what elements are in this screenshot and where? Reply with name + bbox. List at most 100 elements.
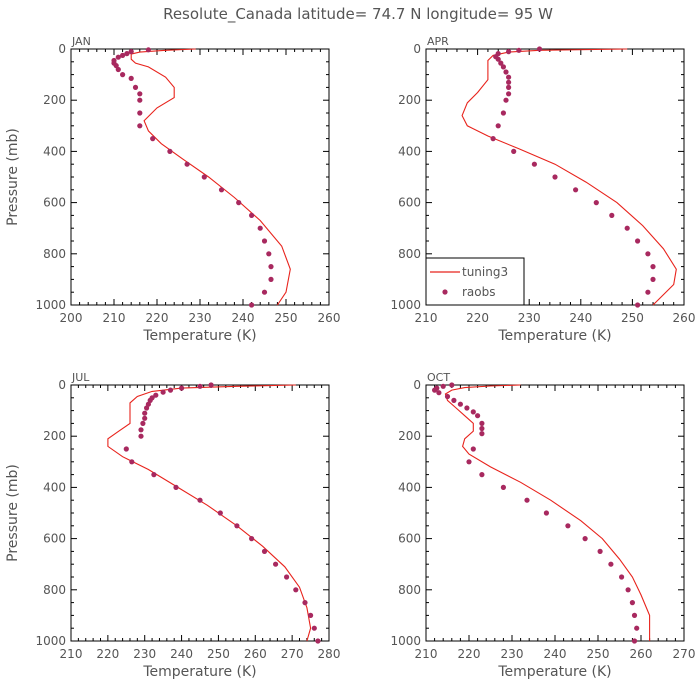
data-point-raobs (249, 212, 255, 218)
chart-title: Resolute_Canada latitude= 74.7 N longitu… (163, 5, 553, 24)
data-point-raobs (311, 625, 317, 631)
legend: tuning3 raobs (425, 257, 525, 306)
data-point-raobs (506, 79, 512, 85)
x-tick-label: 220 (146, 311, 169, 325)
data-point-raobs (268, 276, 274, 282)
data-point-raobs (490, 136, 496, 142)
y-tick-label: 400 (43, 480, 66, 494)
data-point-raobs (197, 497, 203, 503)
data-point-raobs (451, 397, 457, 403)
data-point-raobs (470, 446, 476, 452)
legend-point-swatch (442, 289, 448, 295)
data-point-raobs (234, 523, 240, 529)
x-tick-label: 230 (133, 647, 156, 661)
data-point-raobs (631, 612, 638, 619)
data-point-raobs (140, 420, 146, 426)
data-point-raobs (142, 415, 148, 421)
y-tick-label: 600 (43, 196, 66, 210)
x-tick-label: 260 (318, 311, 341, 325)
data-point-raobs (173, 484, 179, 490)
data-point-raobs (144, 405, 150, 411)
panel-label: APR (427, 35, 449, 48)
panel-apr: APR 210 220 230 240 250 260 0 200 400 600 800 1000 Te… (390, 35, 695, 344)
x-tick-label: 210 (103, 311, 126, 325)
data-point-raobs (217, 510, 223, 516)
x-tick-label: 210 (415, 311, 438, 325)
data-point-raobs (120, 72, 126, 78)
data-point-raobs (552, 174, 558, 180)
data-point-raobs (624, 225, 630, 231)
panel-label: JAN (71, 35, 91, 48)
data-point-raobs (137, 97, 143, 103)
y-tick-label: 800 (43, 583, 66, 597)
data-point-raobs (128, 49, 134, 55)
series-line-tuning3 (107, 384, 312, 642)
panel-jul: JUL 210 220 230 240 250 260 270 280 0 200 400 600 800… (5, 371, 340, 680)
data-point-raobs (115, 66, 121, 73)
data-point-raobs (506, 91, 512, 97)
y-tick-label: 0 (58, 378, 66, 392)
x-axis-label: Temperature (K) (497, 664, 611, 680)
data-point-raobs (160, 389, 166, 395)
y-tick-label: 400 (398, 480, 421, 494)
data-point-raobs (506, 84, 512, 90)
data-point-raobs (201, 174, 207, 180)
y-tick-label: 0 (413, 42, 421, 56)
data-point-raobs (132, 84, 139, 90)
data-point-raobs (249, 536, 255, 542)
panel-label: JUL (71, 371, 90, 384)
data-point-raobs (479, 472, 485, 478)
data-point-raobs (436, 390, 442, 396)
x-tick-label: 220 (458, 647, 481, 661)
x-tick-label: 210 (415, 647, 438, 661)
y-tick-label: 400 (398, 144, 421, 158)
data-point-raobs (565, 523, 571, 529)
y-tick-label: 600 (398, 196, 421, 210)
y-tick-label: 200 (398, 429, 421, 443)
data-point-raobs (236, 200, 242, 206)
data-point-raobs (432, 387, 438, 393)
x-tick-label: 260 (673, 311, 696, 325)
plot-frame (70, 384, 330, 642)
data-point-raobs (608, 561, 614, 567)
data-point-raobs (137, 110, 143, 116)
data-point-raobs (128, 75, 134, 81)
legend-box (425, 257, 525, 306)
data-point-raobs (650, 264, 656, 270)
data-point-raobs (573, 187, 579, 193)
y-tick-label: 0 (413, 378, 421, 392)
data-point-raobs (524, 497, 530, 503)
legend-label-model: tuning3 (462, 265, 508, 279)
data-point-raobs (113, 63, 119, 69)
data-point-raobs (449, 382, 455, 388)
y-tick-label: 800 (43, 247, 66, 261)
y-tick-label: 800 (398, 247, 421, 261)
data-point-raobs (123, 446, 129, 452)
data-point-raobs (308, 612, 314, 619)
y-tick-label: 800 (398, 583, 421, 597)
data-point-raobs (457, 401, 463, 407)
x-tick-label: 270 (281, 647, 304, 661)
data-point-raobs (218, 187, 225, 193)
data-point-raobs (495, 123, 501, 129)
data-point-raobs (167, 387, 174, 393)
data-point-raobs (511, 148, 517, 154)
y-tick-label: 1000 (35, 298, 66, 312)
data-point-raobs (503, 97, 509, 103)
data-point-raobs (142, 410, 148, 416)
data-point-raobs (500, 110, 506, 116)
data-point-raobs (597, 548, 603, 555)
plot-frame (425, 384, 685, 642)
x-axis-label: Temperature (K) (497, 328, 611, 344)
x-tick-label: 280 (318, 647, 341, 661)
data-point-raobs (635, 238, 641, 244)
data-point-raobs (634, 625, 640, 631)
x-tick-label: 240 (232, 311, 255, 325)
y-tick-label: 1000 (390, 298, 421, 312)
data-point-raobs (506, 74, 512, 80)
x-tick-label: 230 (189, 311, 212, 325)
data-point-raobs (179, 385, 185, 391)
data-point-raobs (466, 459, 472, 465)
data-point-raobs (284, 574, 290, 580)
data-point-raobs (120, 52, 126, 59)
